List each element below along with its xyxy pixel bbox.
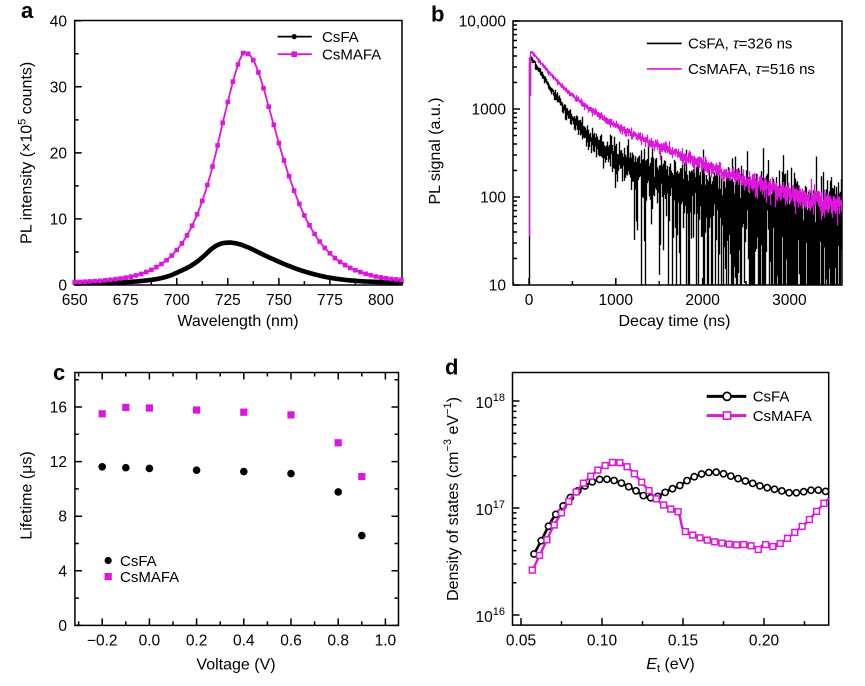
svg-text:CsMAFA: CsMAFA — [120, 569, 179, 586]
svg-text:0.10: 0.10 — [587, 633, 618, 650]
svg-text:−0.2: −0.2 — [87, 633, 118, 650]
svg-text:0: 0 — [58, 278, 67, 295]
svg-text:0.15: 0.15 — [668, 633, 698, 650]
svg-text:0.2: 0.2 — [186, 633, 208, 650]
svg-text:800: 800 — [368, 292, 394, 309]
svg-text:0.6: 0.6 — [280, 633, 302, 650]
svg-text:10: 10 — [50, 211, 68, 228]
svg-text:CsMAFA: CsMAFA — [322, 46, 381, 63]
svg-text:a: a — [21, 0, 34, 23]
svg-text:16: 16 — [50, 400, 67, 417]
svg-text:PL signal (a.u.): PL signal (a.u.) — [427, 97, 444, 204]
svg-text:0.20: 0.20 — [749, 633, 780, 650]
svg-text:750: 750 — [266, 292, 292, 309]
svg-text:CsFA: CsFA — [120, 553, 157, 570]
svg-text:1.0: 1.0 — [375, 633, 397, 650]
svg-text:Density of states (cm−3 eV−1): Density of states (cm−3 eV−1) — [442, 397, 462, 601]
svg-text:0.4: 0.4 — [233, 633, 255, 650]
svg-text:8: 8 — [58, 509, 67, 526]
svg-text:0.8: 0.8 — [327, 633, 349, 650]
svg-text:Decay time (ns): Decay time (ns) — [618, 313, 730, 330]
svg-text:3000: 3000 — [772, 292, 807, 309]
svg-text:0.0: 0.0 — [139, 633, 161, 650]
svg-text:725: 725 — [215, 292, 241, 309]
svg-text:650: 650 — [62, 292, 88, 309]
svg-text:1000: 1000 — [599, 292, 634, 309]
svg-text:10: 10 — [489, 278, 507, 295]
svg-text:0: 0 — [525, 292, 534, 309]
svg-text:775: 775 — [317, 292, 343, 309]
svg-text:40: 40 — [50, 13, 68, 30]
svg-text:Et (eV): Et (eV) — [646, 656, 694, 675]
svg-text:c: c — [53, 360, 65, 385]
svg-text:d: d — [445, 355, 458, 380]
svg-text:CsMAFA: CsMAFA — [753, 408, 812, 425]
svg-text:Voltage (V): Voltage (V) — [196, 657, 275, 674]
svg-text:b: b — [431, 1, 444, 26]
svg-text:0.05: 0.05 — [506, 633, 536, 650]
svg-text:CsFA, τ=326 ns: CsFA, τ=326 ns — [688, 36, 792, 53]
svg-text:700: 700 — [164, 292, 190, 309]
svg-text:CsMAFA, τ=516 ns: CsMAFA, τ=516 ns — [688, 61, 815, 78]
svg-text:20: 20 — [50, 145, 68, 162]
svg-text:12: 12 — [50, 454, 67, 471]
svg-text:0: 0 — [58, 618, 67, 635]
svg-text:30: 30 — [50, 79, 68, 96]
svg-text:CsFA: CsFA — [322, 29, 359, 46]
svg-text:1000: 1000 — [472, 102, 507, 119]
svg-text:Wavelength (nm): Wavelength (nm) — [177, 313, 298, 330]
svg-text:2000: 2000 — [685, 292, 720, 309]
svg-text:675: 675 — [113, 292, 139, 309]
svg-text:100: 100 — [480, 190, 506, 207]
svg-text:10,000: 10,000 — [459, 14, 507, 31]
svg-text:4: 4 — [58, 563, 67, 580]
svg-text:Lifetime (μs): Lifetime (μs) — [19, 451, 36, 539]
svg-text:PL intensity (×105 counts): PL intensity (×105 counts) — [17, 62, 36, 244]
svg-text:CsFA: CsFA — [753, 389, 790, 406]
